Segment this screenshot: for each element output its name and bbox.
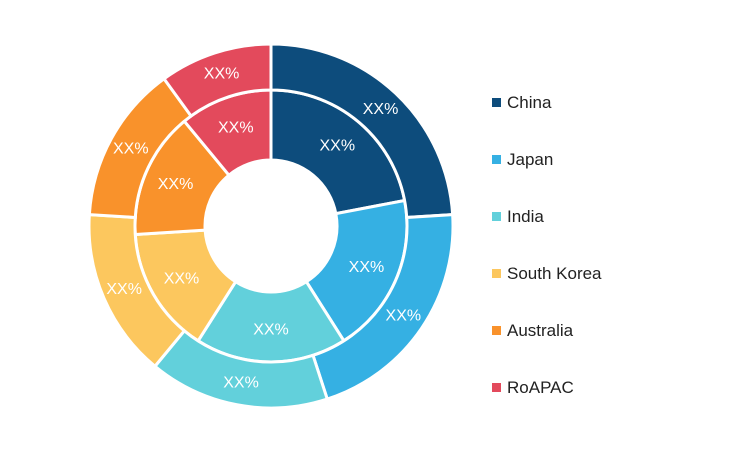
outer-slice-roapac [161, 42, 273, 119]
legend-label: China [507, 92, 552, 112]
legend-item: China [492, 74, 602, 131]
outer-slice-label: XX% [223, 375, 259, 392]
outer-slice-label: XX% [106, 281, 142, 298]
inner-slice-label: XX% [164, 270, 200, 287]
inner-slice-label: XX% [158, 176, 194, 193]
legend-item: Japan [492, 131, 602, 188]
legend-swatch [492, 383, 501, 392]
legend-label: Japan [507, 149, 554, 169]
inner-slice-label: XX% [218, 120, 254, 137]
legend-label: RoAPAC [507, 377, 574, 397]
legend-swatch [492, 212, 501, 221]
outer-slice-label: XX% [204, 65, 240, 82]
legend-label: India [507, 206, 544, 226]
inner-slice-label: XX% [349, 259, 385, 276]
slice-labels: XX% XX% XX% XX% XX% XX% XX% XX% XX% XX% XX% XX% [106, 65, 421, 391]
legend-item: Australia [492, 302, 602, 359]
legend-swatch [492, 155, 501, 164]
inner-ring [133, 88, 409, 364]
inner-slice-label: XX% [320, 137, 356, 154]
legend-label: Australia [507, 320, 574, 340]
legend-label: South Korea [507, 263, 602, 283]
inner-slice-label: XX% [253, 322, 289, 339]
legend-swatch [492, 269, 501, 278]
legend-item: South Korea [492, 245, 602, 302]
outer-ring [87, 42, 455, 410]
legend: China Japan India South Korea Australia RoAPA… [492, 74, 602, 416]
outer-slice-label: XX% [386, 307, 422, 324]
legend-item: India [492, 188, 602, 245]
legend-swatch [492, 326, 501, 335]
legend-item: RoAPAC [492, 359, 602, 416]
outer-slice-label: XX% [363, 101, 399, 118]
legend-swatch [492, 98, 501, 107]
outer-slice-label: XX% [113, 140, 149, 157]
